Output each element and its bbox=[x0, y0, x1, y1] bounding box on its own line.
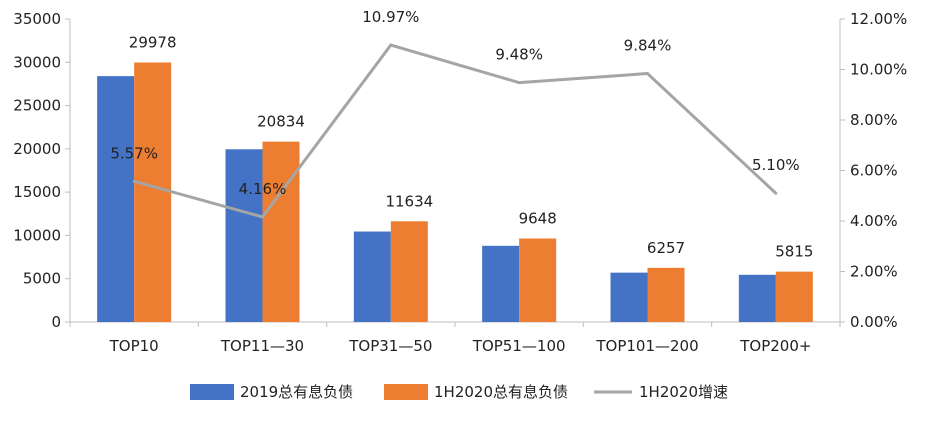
growth-point bbox=[261, 215, 264, 219]
bar-1h2020 bbox=[262, 141, 300, 322]
bar-1h2020 bbox=[519, 238, 557, 322]
growth-point bbox=[774, 191, 778, 195]
growth-point bbox=[517, 81, 521, 85]
bar-1h2020 bbox=[647, 267, 685, 322]
y-right-tick-label: 0.00% bbox=[850, 313, 898, 331]
legend: 2019总有息负债 1H2020总有息负债 1H2020增速 bbox=[190, 383, 728, 401]
bar-1h2020 bbox=[775, 271, 813, 322]
bar-2019 bbox=[610, 272, 648, 322]
legend-label-1h2020: 1H2020总有息负债 bbox=[434, 383, 568, 401]
bar-data-label: 5815 bbox=[775, 243, 813, 261]
bar-1h2020 bbox=[134, 62, 172, 323]
growth-data-label: 4.16% bbox=[239, 180, 287, 198]
y-right-tick-label: 8.00% bbox=[850, 111, 898, 129]
y-left-tick-label: 0 bbox=[51, 313, 61, 331]
y-left-tick-label: 5000 bbox=[23, 270, 61, 288]
bar-1h2020 bbox=[390, 221, 428, 322]
growth-point bbox=[132, 179, 136, 183]
y-left-tick-label: 25000 bbox=[13, 97, 61, 115]
y-right-tick-label: 2.00% bbox=[850, 263, 898, 281]
growth-data-label: 5.57% bbox=[110, 144, 158, 162]
bar-data-label: 11634 bbox=[385, 192, 433, 210]
x-tick-label: TOP51—100 bbox=[472, 337, 566, 355]
x-tick-label: TOP101—200 bbox=[595, 337, 698, 355]
growth-data-label: 10.97% bbox=[362, 8, 419, 26]
bar-2019 bbox=[353, 231, 391, 322]
y-left-tick-label: 30000 bbox=[13, 53, 61, 71]
y-right-tick-label: 6.00% bbox=[850, 162, 898, 180]
x-tick-label: TOP200+ bbox=[739, 337, 811, 355]
legend-label-growth: 1H2020增速 bbox=[639, 383, 728, 401]
growth-data-label: 9.84% bbox=[624, 37, 672, 55]
growth-data-label: 5.10% bbox=[752, 156, 800, 174]
data-labels: 29978 20834 11634 9648 6257 5815 5.57% 4.16% 10.… bbox=[110, 8, 813, 261]
bar-data-label: 20834 bbox=[257, 113, 305, 131]
y-left-tick-label: 35000 bbox=[13, 10, 61, 28]
axes: 0 5000 10000 15000 20000 25000 30000 35000 0.00%… bbox=[13, 10, 907, 355]
y-right-tick-label: 12.00% bbox=[850, 10, 907, 28]
y-left-tick-label: 10000 bbox=[13, 226, 61, 244]
growth-point bbox=[389, 43, 393, 47]
y-right-tick-label: 4.00% bbox=[850, 212, 898, 230]
x-tick-label: TOP10 bbox=[109, 337, 159, 355]
y-left-tick-label: 20000 bbox=[13, 140, 61, 158]
x-tick-label: TOP11—30 bbox=[220, 337, 304, 355]
x-tick-label: TOP31—50 bbox=[348, 337, 432, 355]
bar-2019 bbox=[482, 245, 520, 322]
bar-2019 bbox=[97, 76, 135, 322]
bar-2019 bbox=[225, 149, 263, 322]
growth-point bbox=[646, 72, 649, 76]
bar-data-label: 6257 bbox=[647, 239, 685, 257]
legend-swatch-2019 bbox=[190, 384, 234, 400]
bars bbox=[97, 62, 813, 323]
y-left-tick-label: 15000 bbox=[13, 183, 61, 201]
growth-data-label: 9.48% bbox=[495, 46, 543, 64]
bar-data-label: 29978 bbox=[129, 33, 177, 51]
y-right-tick-label: 10.00% bbox=[850, 61, 907, 79]
growth-line bbox=[133, 43, 777, 219]
bar-2019 bbox=[738, 274, 776, 322]
legend-swatch-1h2020 bbox=[384, 384, 428, 400]
bar-data-label: 9648 bbox=[519, 209, 557, 227]
growth-line-layer bbox=[132, 43, 778, 219]
legend-label-2019: 2019总有息负债 bbox=[240, 383, 353, 401]
